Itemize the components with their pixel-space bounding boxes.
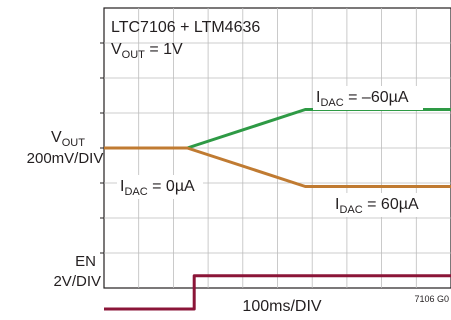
svg-text:IDAC = –60µA: IDAC = –60µA <box>316 89 409 109</box>
annotation-idac-0: IDAC = 0µA <box>117 175 203 199</box>
annotation-idac-minus-60: IDAC = –60µA <box>313 86 423 110</box>
title-line-2: VOUT = 1V <box>111 41 183 61</box>
channel-2-label: EN <box>75 253 96 270</box>
svg-text:IDAC = 0µA: IDAC = 0µA <box>120 178 195 198</box>
annotation-idac-plus-60: IDAC = 60µA <box>332 193 436 217</box>
figure-id: 7106 G0 <box>414 294 449 304</box>
grid <box>100 8 451 288</box>
channel-2-scale: 2V/DIV <box>53 273 101 290</box>
channel-1-label: VOUT <box>51 129 85 149</box>
svg-text:IDAC = 60µA: IDAC = 60µA <box>335 196 419 216</box>
title-line-1: LTC7106 + LTM4636 <box>111 19 260 36</box>
en-trace <box>104 274 451 311</box>
channel-1-scale: 200mV/DIV <box>27 150 104 167</box>
vout-trace-idac-plus-60 <box>104 146 451 188</box>
x-axis-label: 100ms/DIV <box>242 298 321 315</box>
